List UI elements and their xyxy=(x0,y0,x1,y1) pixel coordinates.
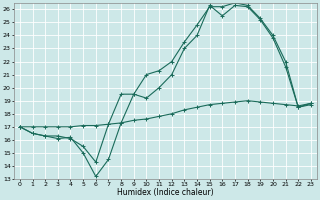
X-axis label: Humidex (Indice chaleur): Humidex (Indice chaleur) xyxy=(117,188,214,197)
